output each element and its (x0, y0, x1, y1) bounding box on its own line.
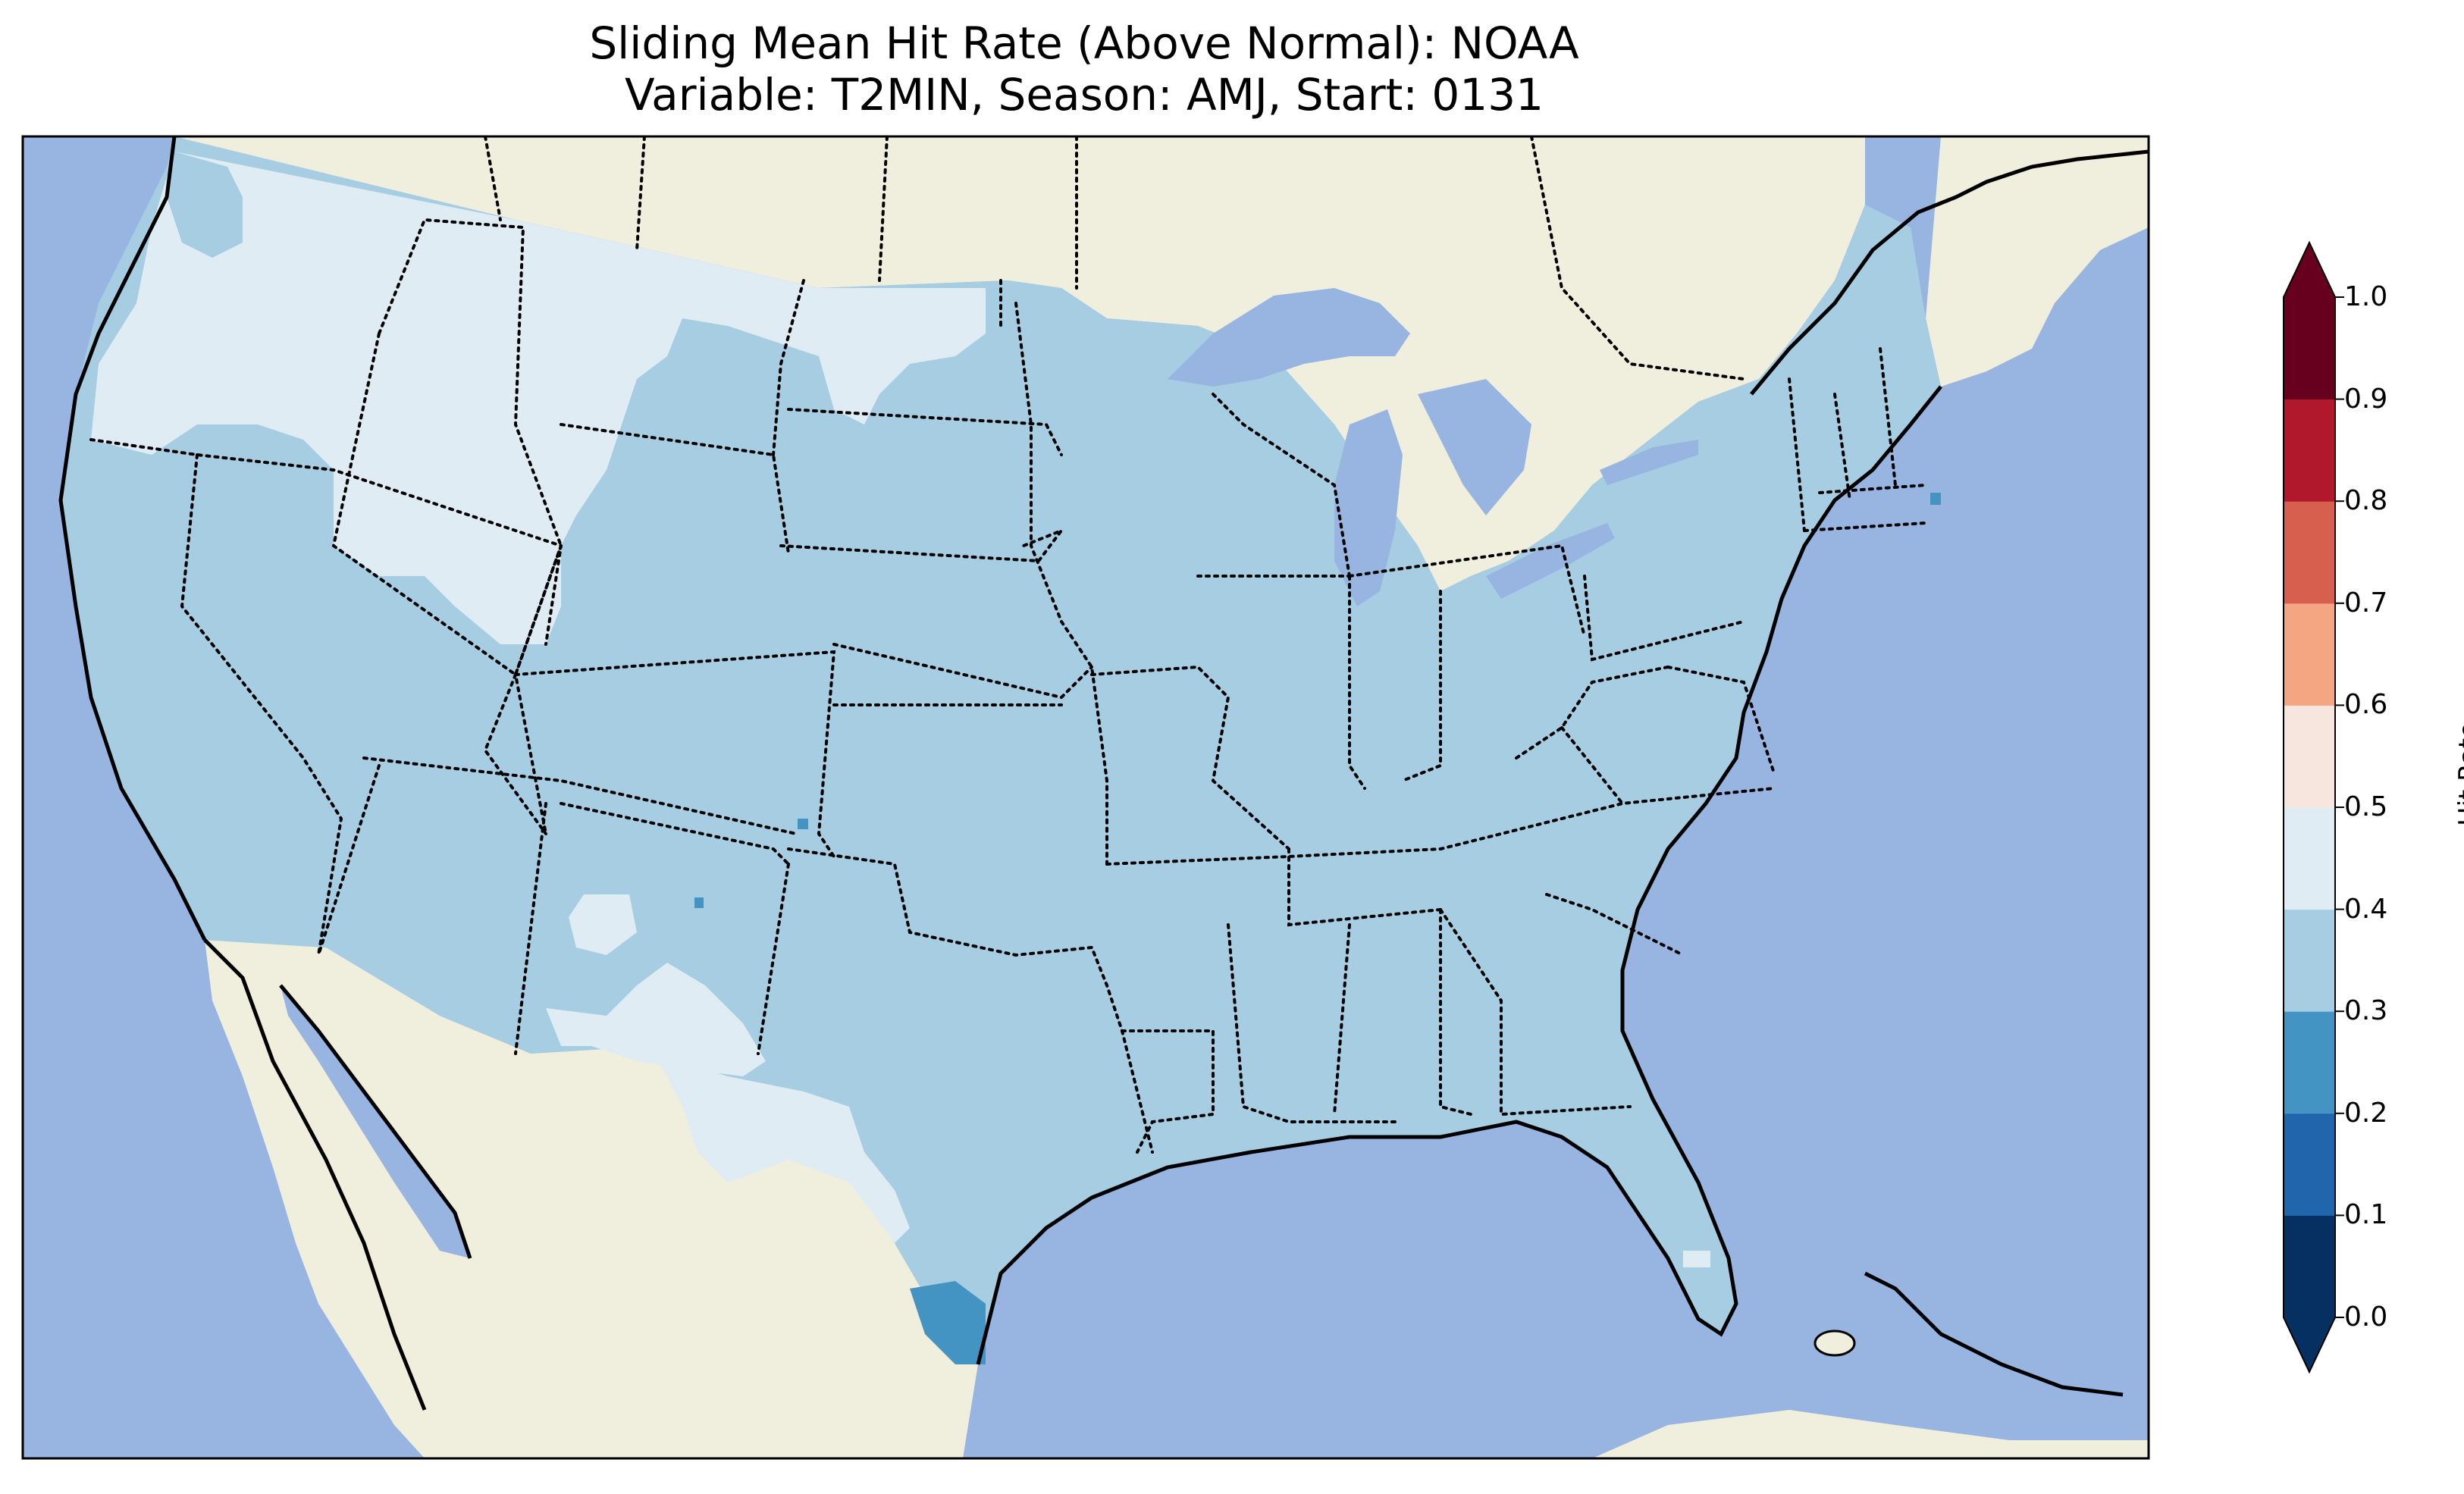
ri-low-dot (1930, 493, 1941, 505)
colorbar-bin (2284, 603, 2335, 706)
colorbar-bin (2284, 297, 2335, 400)
map-area (23, 136, 2149, 1458)
colorbar-tick-label: 0.4 (2344, 893, 2388, 925)
colorbar-tick-label: 0.3 (2344, 995, 2388, 1027)
chart-title-line2: Variable: T2MIN, Season: AMJ, Start: 013… (625, 69, 1544, 121)
colorbar-tick-label: 0.2 (2344, 1097, 2388, 1129)
nw-corner-region (167, 152, 243, 258)
west-texas-region (652, 1054, 910, 1243)
bahamas-island (1814, 1330, 1856, 1357)
colorbar-bin (2284, 705, 2335, 808)
nm-low-dot (694, 897, 704, 908)
colorbar-bin (2284, 909, 2335, 1012)
colorbar-tick-label: 1.0 (2344, 281, 2388, 312)
baja-land (205, 940, 425, 1425)
colorbar-tick-label: 0.9 (2344, 383, 2388, 415)
mexico-land (205, 940, 978, 1458)
colorbar-bin (2284, 807, 2335, 910)
pnw-highrate-region (91, 152, 986, 644)
nm-patch-1 (569, 894, 637, 955)
florida-patch (1683, 1251, 1710, 1267)
lake-superior (1168, 288, 1410, 387)
coastlines (58, 136, 2149, 1411)
lake-huron (1418, 379, 1531, 515)
colorbar-tick-label: 0.6 (2344, 689, 2388, 721)
colorbar-tick-label: 0.5 (2344, 791, 2388, 822)
nm-patch-2 (546, 963, 766, 1076)
lake-ontario (1600, 440, 1698, 485)
colorbar-extend-max (2284, 243, 2335, 297)
lake-michigan (1334, 409, 1403, 606)
colorbar-tick-label: 0.8 (2344, 485, 2388, 517)
colorbar-tick-label: 0.0 (2344, 1301, 2388, 1333)
colorbar-bin (2284, 1011, 2335, 1114)
gulf-of-california (281, 985, 470, 1258)
colorbar-bin (2284, 501, 2335, 604)
chart-title-line1: Sliding Mean Hit Rate (Above Normal): NO… (589, 17, 1579, 69)
colorbar-extend-min (2284, 1317, 2335, 1372)
colorbar (2283, 240, 2344, 1374)
colorbar-bin (2284, 1215, 2335, 1318)
colorbar-tick-label: 0.1 (2344, 1199, 2388, 1231)
caribbean-land (1592, 1410, 2149, 1458)
colorbar-tick-label: 0.7 (2344, 587, 2388, 619)
colorbar-bin (2284, 1113, 2335, 1216)
lake-erie (1486, 523, 1615, 599)
state-boundaries (89, 136, 1927, 1154)
colorbar-label: Hit Rate (2453, 722, 2464, 826)
south-texas-lowrate-region (910, 1281, 986, 1364)
colorbar-bin (2284, 399, 2335, 502)
map-frame (21, 135, 2150, 1460)
co-low-dot (798, 819, 808, 829)
maritime-land (1926, 136, 2149, 387)
canada-land (174, 136, 1865, 591)
